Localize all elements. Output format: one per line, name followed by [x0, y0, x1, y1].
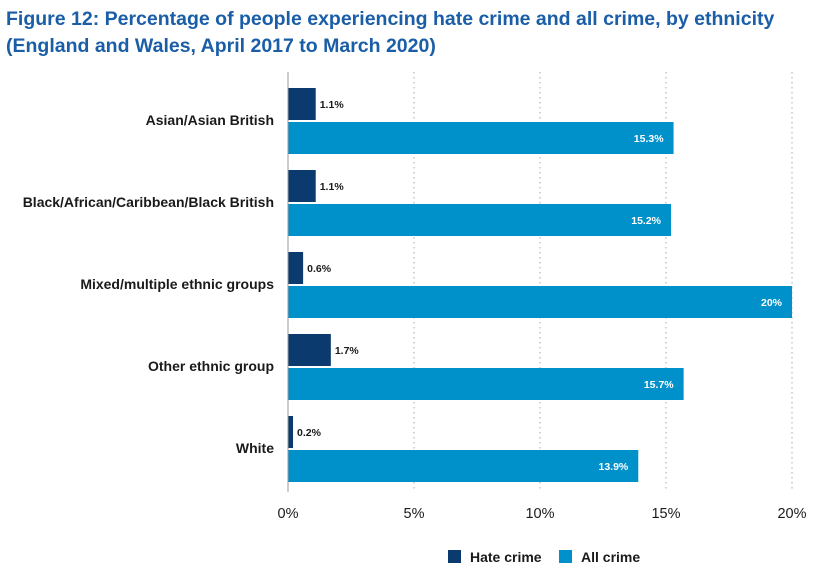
chart-subtitle-line: (England and Wales, April 2017 to March …: [6, 35, 436, 57]
legend-swatch-all-crime: [559, 550, 572, 563]
x-tick-label: 20%: [777, 506, 806, 522]
hate-crime-bar: [288, 334, 331, 366]
category-label: Black/African/Caribbean/Black British: [23, 194, 274, 210]
x-tick-label: 15%: [651, 506, 680, 522]
bars: 1.1% 15.3% 1.1% 15.2% 0.6% 20% 1.7% 15.7% 0.2% 13…: [288, 88, 792, 482]
all-crime-bar: [288, 368, 684, 400]
chart-title: Figure 12: Percentage of people experien…: [6, 6, 816, 60]
hate-crime-value-label: 0.6%: [307, 263, 332, 275]
hate-crime-value-label: 0.2%: [297, 427, 322, 439]
x-axis-ticks: 0% 5% 10% 15% 20%: [278, 506, 807, 522]
all-crime-value-label: 15.2%: [631, 215, 661, 227]
x-tick-label: 0%: [278, 506, 299, 522]
all-crime-bar: [288, 122, 674, 154]
hate-crime-bar: [288, 88, 316, 120]
category-label: Asian/Asian British: [146, 112, 274, 128]
all-crime-value-label: 20%: [761, 297, 783, 309]
x-tick-label: 5%: [404, 506, 425, 522]
all-crime-bar: [288, 204, 672, 236]
all-crime-bar: [288, 286, 792, 318]
all-crime-bar: [288, 450, 639, 482]
hate-crime-value-label: 1.1%: [320, 181, 345, 193]
chart-title-line: Figure 12: Percentage of people experien…: [6, 8, 775, 30]
hate-crime-bar: [288, 416, 294, 448]
hate-crime-bar: [288, 170, 316, 202]
category-label: Mixed/multiple ethnic groups: [80, 276, 274, 292]
all-crime-value-label: 15.7%: [644, 379, 674, 391]
category-label: Other ethnic group: [148, 358, 274, 374]
category-label: White: [236, 440, 274, 456]
hate-crime-bar: [288, 252, 304, 284]
all-crime-value-label: 15.3%: [634, 133, 664, 145]
hate-crime-value-label: 1.1%: [320, 99, 345, 111]
legend-swatch-hate-crime: [448, 550, 461, 563]
x-tick-label: 10%: [525, 506, 554, 522]
category-labels: Asian/Asian British Black/African/Caribbe…: [23, 112, 275, 456]
hate-crime-value-label: 1.7%: [335, 345, 360, 357]
legend: Hate crime All crime: [448, 549, 640, 565]
legend-label-hate-crime: Hate crime: [470, 549, 542, 565]
all-crime-value-label: 13.9%: [598, 461, 628, 473]
legend-label-all-crime: All crime: [581, 549, 640, 565]
